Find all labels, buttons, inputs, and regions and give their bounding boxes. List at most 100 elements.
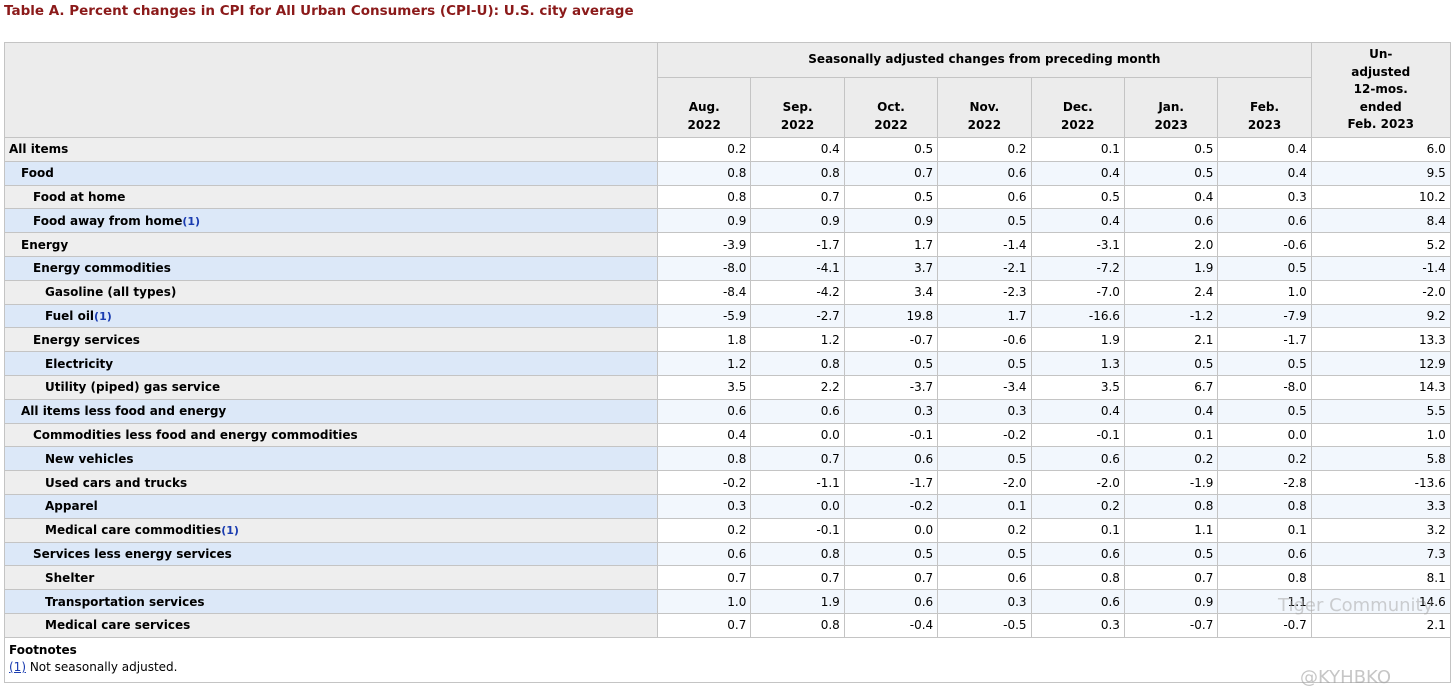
- value-cell: 7.3: [1310, 541, 1451, 567]
- data-row: All items 0.2 0.4 0.5 0.2 0.1 0.5 0.4 6.0: [4, 137, 1451, 162]
- row-label: Food away from home(1): [4, 208, 658, 234]
- value-cell: 0.2: [656, 137, 752, 162]
- value-cell: 0.1: [1030, 517, 1125, 543]
- value-cell: 0.8: [1217, 493, 1312, 519]
- data-row: Energy -3.9 -1.7 1.7 -1.4 -3.1 2.0 -0.6 5.2: [4, 232, 1451, 257]
- value-cell: 0.9: [843, 208, 939, 234]
- value-cell: 0.7: [656, 612, 752, 638]
- header-line: 12-mos.: [1353, 82, 1408, 97]
- data-row: Commodities less food and energy commodi…: [4, 422, 1451, 448]
- value-cell: -0.6: [937, 327, 1032, 353]
- value-cell: -3.7: [843, 374, 939, 400]
- value-cell: -8.4: [656, 279, 752, 305]
- row-label: All items less food and energy: [4, 398, 658, 424]
- value-cell: 0.4: [750, 137, 845, 162]
- row-label: Food: [4, 160, 658, 186]
- value-cell: -4.1: [750, 255, 845, 281]
- label-text: Medical care services: [45, 618, 191, 633]
- data-row: Food 0.8 0.8 0.7 0.6 0.4 0.5 0.4 9.5: [4, 160, 1451, 186]
- label-text: Gasoline (all types): [45, 285, 177, 300]
- value-cell: 0.3: [937, 589, 1032, 614]
- footnote-ref[interactable]: (1): [182, 214, 201, 228]
- header-line: Feb.: [1250, 100, 1280, 114]
- row-label: Electricity: [4, 351, 658, 376]
- label-text: Apparel: [45, 499, 98, 514]
- value-cell: 14.3: [1310, 374, 1451, 400]
- data-row: New vehicles 0.8 0.7 0.6 0.5 0.6 0.2 0.2 5.8: [4, 446, 1451, 472]
- header-line: 2022: [687, 117, 721, 132]
- footnote-row: Footnotes (1) Not seasonally adjusted.: [4, 636, 1451, 683]
- cpi-table: Seasonally adjusted changes from precedi…: [4, 42, 1451, 683]
- footnote-ref[interactable]: (1): [94, 309, 112, 323]
- value-cell: 0.5: [937, 446, 1032, 472]
- label-text: All items less food and energy: [21, 404, 227, 419]
- label-text: New vehicles: [45, 451, 134, 466]
- corner-cell: [4, 42, 658, 138]
- value-cell: 0.5: [1123, 541, 1219, 567]
- value-cell: 0.1: [1123, 422, 1219, 448]
- value-cell: -7.9: [1217, 303, 1312, 329]
- data-row: Transportation services 1.0 1.9 0.6 0.3 0.6 0.…: [4, 589, 1451, 614]
- value-cell: -5.9: [656, 303, 752, 329]
- value-cell: 1.0: [1310, 422, 1451, 448]
- value-cell: 0.6: [843, 589, 939, 614]
- header-line: 2022: [874, 117, 908, 132]
- row-label: Shelter: [4, 565, 658, 591]
- value-cell: 2.4: [1123, 279, 1219, 305]
- value-cell: 0.9: [750, 208, 845, 234]
- value-cell: 0.6: [1030, 589, 1125, 614]
- value-cell: 0.6: [1030, 541, 1125, 567]
- value-cell: 0.0: [750, 493, 845, 519]
- data-row: Fuel oil(1) -5.9 -2.7 19.8 1.7 -16.6 -1.2 -7.9 9…: [4, 303, 1451, 329]
- value-cell: 0.3: [656, 493, 752, 519]
- value-cell: 0.7: [750, 184, 845, 210]
- column-header: Jan. 2023: [1123, 77, 1219, 138]
- value-cell: -0.1: [843, 422, 939, 448]
- value-cell: 0.4: [1030, 208, 1125, 234]
- value-cell: 0.2: [1123, 446, 1219, 472]
- value-cell: 0.5: [937, 351, 1032, 376]
- label-text: Food away from home: [33, 213, 183, 228]
- value-cell: 0.2: [1030, 493, 1125, 519]
- label-text: Used cars and trucks: [45, 475, 188, 490]
- footnote: (1) Not seasonally adjusted.: [9, 659, 1446, 676]
- value-cell: 5.8: [1310, 446, 1451, 472]
- value-cell: 0.7: [656, 565, 752, 591]
- value-cell: 0.6: [937, 565, 1032, 591]
- value-cell: 3.5: [656, 374, 752, 400]
- header-line: Nov.: [969, 100, 1000, 114]
- header-row: Aug. 2022 Sep. 2022 Oct. 2022 Nov. 2022 Dec. 2022…: [5, 77, 1451, 138]
- row-label: Apparel: [4, 493, 658, 519]
- value-cell: -1.2: [1123, 303, 1219, 329]
- data-row: Shelter 0.7 0.7 0.7 0.6 0.8 0.7 0.8 8.1: [4, 565, 1451, 591]
- value-cell: 1.0: [656, 589, 752, 614]
- value-cell: 0.5: [843, 351, 939, 376]
- value-cell: -7.0: [1030, 279, 1125, 305]
- value-cell: 2.0: [1123, 232, 1219, 257]
- table-body: All items 0.2 0.4 0.5 0.2 0.1 0.5 0.4 6.0 Food 0.8…: [4, 137, 1451, 683]
- footnote-ref[interactable]: (1): [221, 524, 239, 538]
- value-cell: -0.7: [1123, 612, 1219, 638]
- label-text: Fuel oil: [45, 308, 95, 323]
- header-line: 2023: [1247, 117, 1282, 132]
- value-cell: 0.4: [1123, 184, 1219, 210]
- value-cell: 0.6: [843, 446, 939, 472]
- value-cell: 0.7: [1123, 565, 1219, 591]
- value-cell: 0.5: [1123, 137, 1219, 162]
- row-label: Energy commodities: [4, 255, 658, 281]
- value-cell: 0.6: [937, 184, 1032, 210]
- column-header: Un-adjusted 12-mos. ended Feb. 2023: [1310, 42, 1451, 138]
- footnote-marker[interactable]: (1): [9, 659, 26, 674]
- row-label: New vehicles: [4, 446, 658, 472]
- header-line: Un-: [1369, 47, 1393, 62]
- value-cell: 1.1: [1123, 517, 1219, 543]
- value-cell: 1.9: [750, 589, 845, 614]
- value-cell: -0.6: [1217, 232, 1312, 257]
- value-cell: 0.7: [843, 565, 939, 591]
- value-cell: 2.1: [1310, 612, 1451, 638]
- label-text: Transportation services: [45, 594, 205, 609]
- header-line: Aug.: [688, 100, 720, 114]
- value-cell: 5.2: [1310, 232, 1451, 257]
- data-row: Electricity 1.2 0.8 0.5 0.5 1.3 0.5 0.5 12.9: [4, 351, 1451, 376]
- value-cell: -3.1: [1030, 232, 1125, 257]
